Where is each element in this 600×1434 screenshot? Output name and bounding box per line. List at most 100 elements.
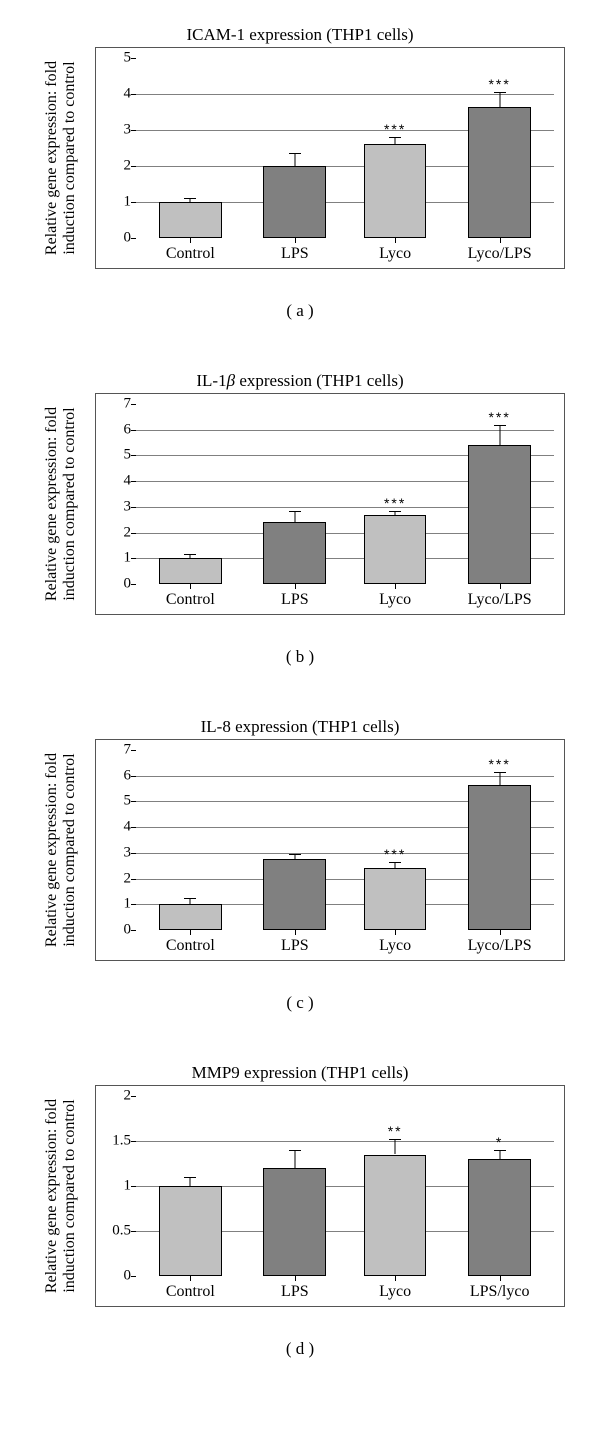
- y-axis-label-line2: induction compared to control: [61, 61, 78, 254]
- significance-marker: ***: [384, 121, 406, 137]
- x-tick-mark: [190, 238, 191, 243]
- error-cap: [184, 1177, 196, 1178]
- error-cap: [184, 554, 196, 555]
- grid-line: [136, 776, 554, 777]
- x-tick-mark: [395, 584, 396, 589]
- y-tick-label: 3: [111, 844, 131, 861]
- y-axis-label-line2: induction compared to control: [61, 753, 78, 946]
- chart-title: MMP9 expression (THP1 cells): [25, 1063, 575, 1083]
- y-axis-label: Relative gene expression: foldinduction …: [43, 753, 79, 947]
- chart-box: 01234567ControlLPS***Lyco***Lyco/LPSRela…: [95, 393, 565, 615]
- x-tick-label: Lyco/LPS: [468, 591, 532, 609]
- panel-letter: ( c ): [25, 993, 575, 1013]
- y-tick-mark: [131, 481, 136, 482]
- error-cap: [494, 425, 506, 426]
- plot-area: 012345ControlLPS***Lyco***Lyco/LPS: [136, 58, 554, 238]
- chart-panel-b: IL-1β expression (THP1 cells)01234567Con…: [25, 371, 575, 667]
- error-cap: [389, 862, 401, 863]
- significance-marker: ***: [488, 76, 510, 92]
- bar-control: [159, 904, 222, 930]
- y-tick-mark: [131, 1096, 136, 1097]
- y-tick-label: 0: [111, 922, 131, 939]
- y-tick-label: 4: [111, 473, 131, 490]
- x-tick-label: LPS: [281, 245, 309, 263]
- error-cap: [289, 1150, 301, 1151]
- y-tick-label: 0: [111, 230, 131, 247]
- y-tick-mark: [131, 238, 136, 239]
- x-tick-label: Control: [166, 245, 215, 263]
- x-tick-mark: [295, 930, 296, 935]
- x-tick-label: Lyco/LPS: [468, 937, 532, 955]
- x-tick-label: Lyco: [379, 1283, 411, 1301]
- y-tick-mark: [131, 776, 136, 777]
- error-bar: [294, 511, 295, 523]
- y-tick-mark: [131, 533, 136, 534]
- chart-box: 00.511.52ControlLPS**Lyco*LPS/lycoRelati…: [95, 1085, 565, 1307]
- y-tick-mark: [131, 801, 136, 802]
- y-tick-label: 0: [111, 1268, 131, 1285]
- y-tick-label: 4: [111, 86, 131, 103]
- x-tick-label: Control: [166, 1283, 215, 1301]
- y-tick-label: 6: [111, 421, 131, 438]
- x-tick-mark: [295, 1276, 296, 1281]
- error-cap: [184, 198, 196, 199]
- x-tick-label: LPS: [281, 937, 309, 955]
- y-tick-mark: [131, 430, 136, 431]
- error-cap: [389, 511, 401, 512]
- y-axis-label-line1: Relative gene expression: fold: [43, 753, 60, 947]
- error-bar: [499, 772, 500, 785]
- significance-marker: ***: [384, 846, 406, 862]
- x-tick-mark: [190, 930, 191, 935]
- bar-lps: [263, 166, 326, 238]
- error-bar: [294, 1150, 295, 1168]
- bar-lps: [263, 522, 326, 584]
- y-tick-label: 2: [111, 870, 131, 887]
- error-bar: [499, 1150, 500, 1159]
- bar-lyco: [364, 144, 427, 238]
- x-tick-mark: [395, 1276, 396, 1281]
- y-tick-label: 0.5: [111, 1223, 131, 1240]
- panel-letter: ( b ): [25, 647, 575, 667]
- y-tick-mark: [131, 1141, 136, 1142]
- y-tick-label: 3: [111, 498, 131, 515]
- bar-lpslyco: [468, 1159, 531, 1276]
- y-tick-label: 1: [111, 1178, 131, 1195]
- x-tick-label: Control: [166, 937, 215, 955]
- bar-control: [159, 1186, 222, 1276]
- x-tick-label: LPS: [281, 1283, 309, 1301]
- y-tick-mark: [131, 507, 136, 508]
- y-tick-label: 5: [111, 793, 131, 810]
- y-axis-label-line1: Relative gene expression: fold: [43, 1099, 60, 1293]
- bar-lyco: [364, 868, 427, 930]
- y-tick-label: 1: [111, 194, 131, 211]
- bar-lyco: [364, 1155, 427, 1277]
- y-axis-label-line1: Relative gene expression: fold: [43, 407, 60, 601]
- y-axis-label: Relative gene expression: foldinduction …: [43, 1099, 79, 1293]
- x-tick-mark: [500, 1276, 501, 1281]
- x-tick-mark: [500, 930, 501, 935]
- bar-lyco: [364, 515, 427, 584]
- y-tick-label: 1.5: [111, 1133, 131, 1150]
- plot-area: 00.511.52ControlLPS**Lyco*LPS/lyco: [136, 1096, 554, 1276]
- x-tick-mark: [190, 584, 191, 589]
- y-tick-mark: [131, 827, 136, 828]
- y-tick-label: 3: [111, 122, 131, 139]
- y-axis-label-line2: induction compared to control: [61, 407, 78, 600]
- error-cap: [494, 1150, 506, 1151]
- x-tick-label: LPS: [281, 591, 309, 609]
- y-axis-label-line1: Relative gene expression: fold: [43, 61, 60, 255]
- y-tick-mark: [131, 930, 136, 931]
- bar-control: [159, 202, 222, 238]
- x-tick-label: LPS/lyco: [470, 1283, 530, 1301]
- x-tick-mark: [190, 1276, 191, 1281]
- y-tick-mark: [131, 1186, 136, 1187]
- chart-panel-d: MMP9 expression (THP1 cells) 00.511.52Con…: [25, 1063, 575, 1359]
- y-tick-mark: [131, 879, 136, 880]
- bar-lps: [263, 1168, 326, 1276]
- x-tick-mark: [500, 238, 501, 243]
- error-bar: [190, 1177, 191, 1186]
- y-tick-mark: [131, 904, 136, 905]
- error-bar: [499, 92, 500, 106]
- y-tick-mark: [131, 558, 136, 559]
- bar-lps: [263, 859, 326, 930]
